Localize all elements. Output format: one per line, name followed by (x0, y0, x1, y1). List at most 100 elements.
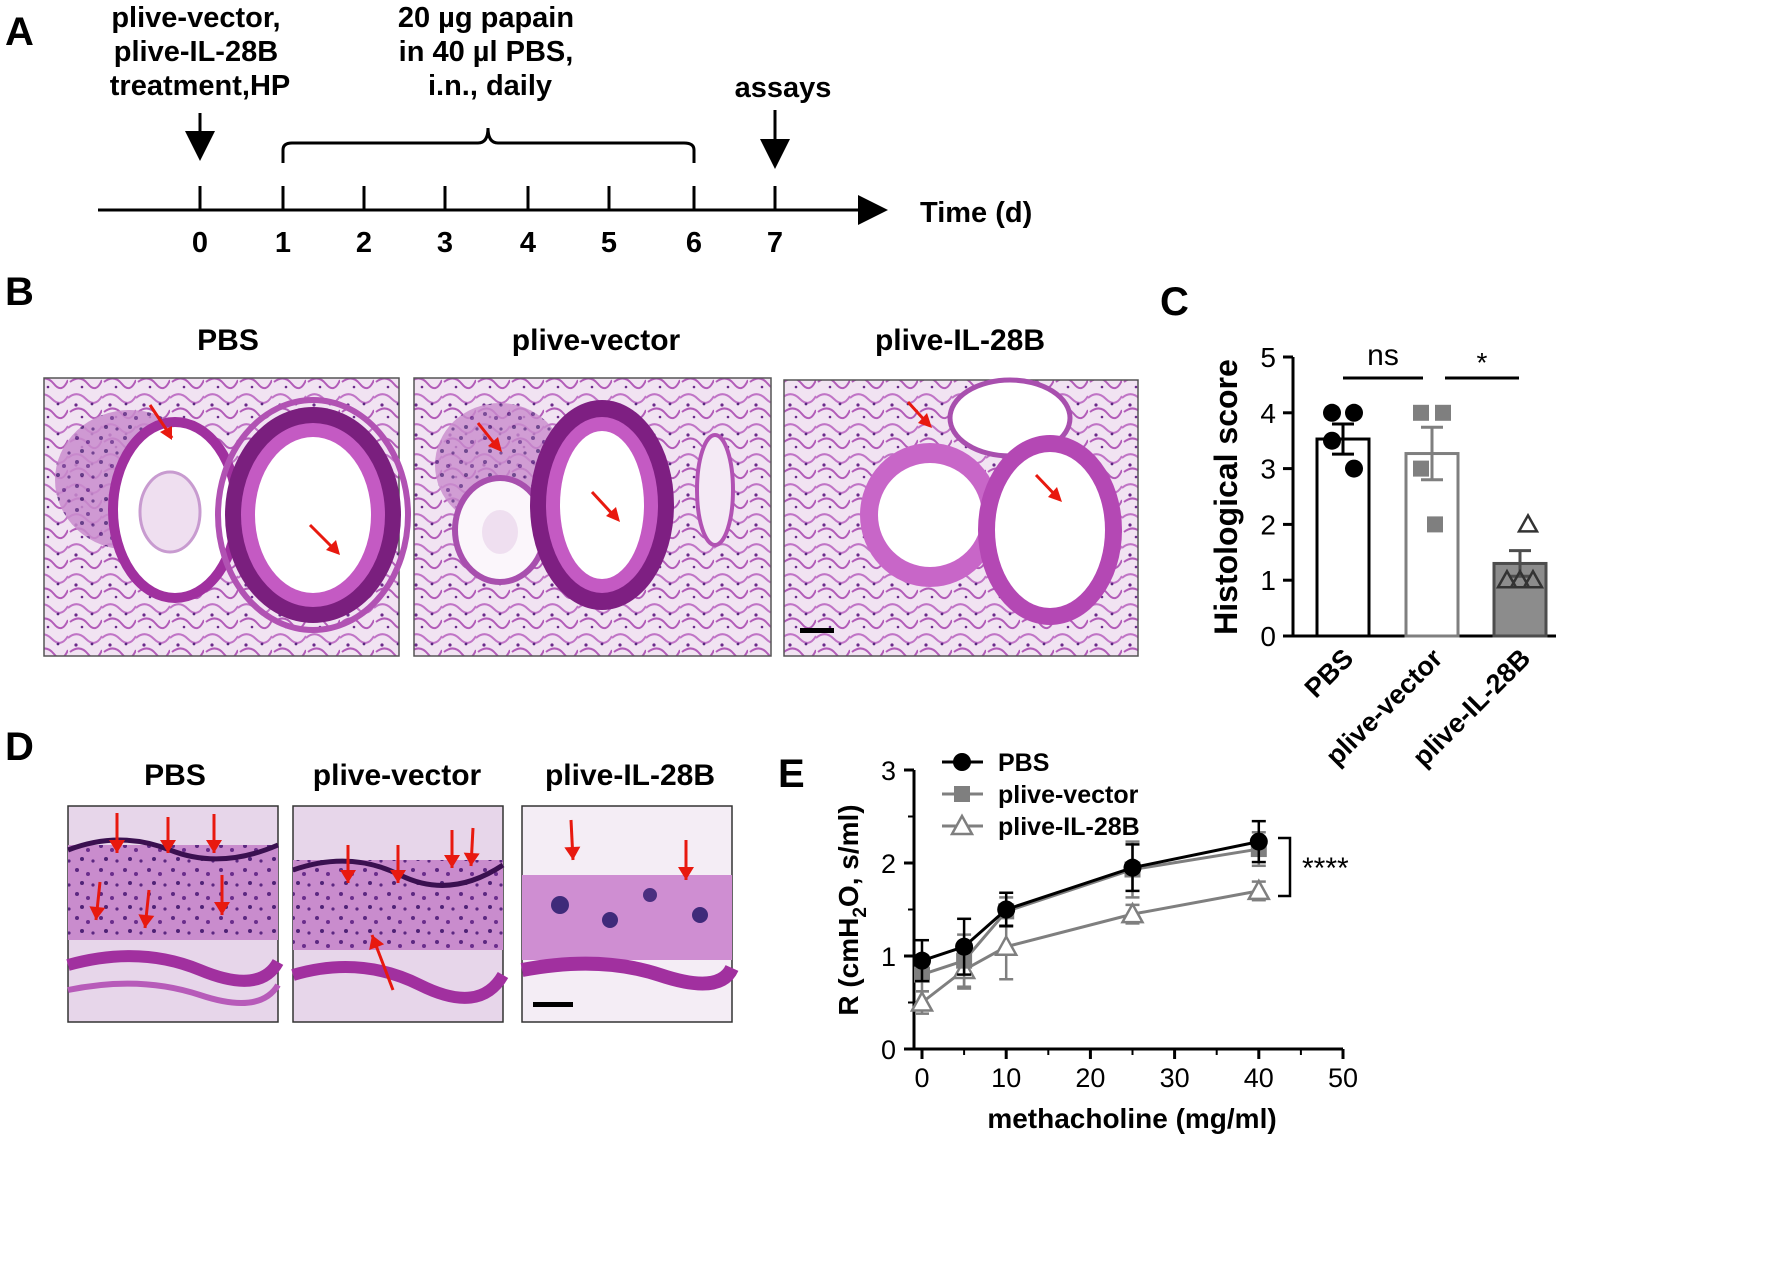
histology-image-b-vector (413, 377, 772, 657)
red-arrowhead (369, 935, 385, 950)
chart-c-point (1516, 512, 1540, 533)
chart-c-point (1413, 404, 1429, 421)
chart-e-x-tick-label: 10 (991, 1063, 1021, 1093)
chart-c-point (1345, 459, 1363, 478)
chart-e-x-tick-label: 20 (1075, 1063, 1105, 1093)
chart-e-point (913, 951, 931, 970)
chart-c-point (1345, 403, 1363, 422)
image-label-d-pbs: PBS (144, 759, 206, 792)
annotation-treatment: plive-vector, plive-IL-28B treatment,HP (110, 2, 291, 102)
red-arrowhead (606, 507, 620, 522)
red-arrowhead (488, 437, 502, 452)
chart-c-significance-label: ns (1367, 339, 1399, 372)
panel-letter-a: A (5, 10, 34, 54)
chart-e-legend-marker (953, 753, 971, 771)
timeline-tick-label: 6 (686, 227, 702, 259)
chart-e-point (1123, 858, 1142, 877)
chart-e-point (994, 934, 1019, 956)
epithelium-image-d-pbs (66, 805, 284, 1023)
chart-e-point (997, 900, 1016, 919)
image-label-d-il28b: plive-IL-28B (545, 759, 715, 792)
chart-e-significance-label: **** (1302, 852, 1349, 885)
panel-b: B PBS plive-vector plive-IL-28B (5, 270, 1139, 657)
chart-c-y-tick-label: 1 (1260, 565, 1276, 596)
red-arrowhead (160, 840, 176, 853)
image-label-b-il28b: plive-IL-28B (875, 324, 1045, 357)
chart-e-point (955, 937, 974, 956)
chart-c-point (1427, 516, 1443, 533)
red-arrowhead (564, 846, 581, 860)
chart-e-y-tick-label: 0 (881, 1035, 896, 1065)
chart-e-point (1120, 901, 1145, 924)
panel-letter-d: D (5, 725, 34, 769)
chart-e-x-tick-label: 30 (1160, 1063, 1190, 1093)
red-arrowhead (89, 906, 106, 920)
chart-c-point (1495, 568, 1519, 589)
red-arrowhead (340, 870, 356, 883)
chart-e-significance-bracket (1278, 836, 1292, 898)
red-arrowhead (918, 413, 932, 428)
chart-e-x-label: methacholine (mg/ml) (987, 1103, 1276, 1134)
chart-e-point (1246, 878, 1271, 901)
chart-c-y-label: Histological score (1208, 359, 1244, 635)
timeline-tick-label: 3 (437, 227, 453, 259)
chart-e-legend-marker (949, 813, 975, 836)
chart-e-legend-marker (954, 786, 970, 802)
annotation-assays: assays (735, 72, 832, 104)
chart-c-point (1413, 460, 1429, 477)
histology-image-b-il28b (783, 377, 1139, 657)
image-label-b-pbs: PBS (197, 324, 259, 357)
chart-e-x-tick-label: 0 (914, 1063, 929, 1093)
chart-c-y-tick-label: 5 (1260, 342, 1276, 373)
timeline-tick-label: 4 (520, 227, 536, 259)
timeline-tick-label: 1 (275, 227, 291, 259)
chart-c-category-label: PBS (1299, 643, 1359, 703)
red-arrowhead (1048, 487, 1062, 502)
red-arrowhead (109, 840, 125, 853)
chart-e-y-tick-label: 1 (881, 942, 896, 972)
chart-e-y-label: R (cmH2O, s/ml) (833, 804, 871, 1015)
chart-e-y-tick-label: 2 (881, 849, 896, 879)
annotation-papain: 20 µg papain in 40 µl PBS, i.n., daily (398, 2, 582, 102)
chart-e-legend-label: plive-vector (998, 781, 1139, 809)
red-arrows-d (89, 813, 694, 991)
chart-e-legend-label: plive-IL-28B (998, 813, 1140, 841)
image-label-d-vector: plive-vector (313, 759, 482, 792)
timeline-axis-label: Time (d) (920, 197, 1032, 229)
chart-e-y-tick-label: 3 (881, 756, 896, 786)
chart-c-point (1508, 568, 1532, 589)
chart-c-point (1435, 404, 1451, 421)
chart-c-point (1521, 568, 1545, 589)
red-arrowhead (326, 540, 340, 555)
chart-e-legend-label: PBS (998, 749, 1049, 777)
chart-e-x-tick-label: 50 (1328, 1063, 1358, 1093)
chart-c-bar (1492, 561, 1548, 638)
timeline-tick-label: 5 (601, 227, 617, 259)
timeline-tick-label: 7 (767, 227, 783, 259)
panel-d: D PBS plive-vector plive-IL-28B (5, 725, 739, 1023)
chart-c-point (1323, 403, 1341, 422)
red-arrowhead (463, 852, 480, 866)
chart-e-series-line (921, 847, 1260, 977)
panel-letter-c: C (1160, 280, 1189, 324)
red-arrowhead (160, 426, 172, 440)
panel-letter-b: B (5, 270, 34, 314)
chart-e-point (909, 989, 935, 1012)
timeline-tick-label: 2 (356, 227, 372, 259)
histology-image-b-pbs (43, 377, 411, 657)
panel-letter-e: E (778, 752, 805, 796)
chart-c-y-tick-label: 2 (1260, 509, 1276, 540)
chart-c-significance-label: * (1477, 347, 1488, 378)
epithelium-image-d-il28b (520, 805, 739, 1023)
red-arrowhead (444, 855, 460, 868)
image-label-b-vector: plive-vector (512, 324, 681, 357)
chart-e-x-tick-label: 40 (1244, 1063, 1274, 1093)
red-arrowhead (678, 867, 694, 880)
chart-c-y-tick-label: 0 (1260, 621, 1276, 652)
chart-e-point (1249, 832, 1268, 851)
